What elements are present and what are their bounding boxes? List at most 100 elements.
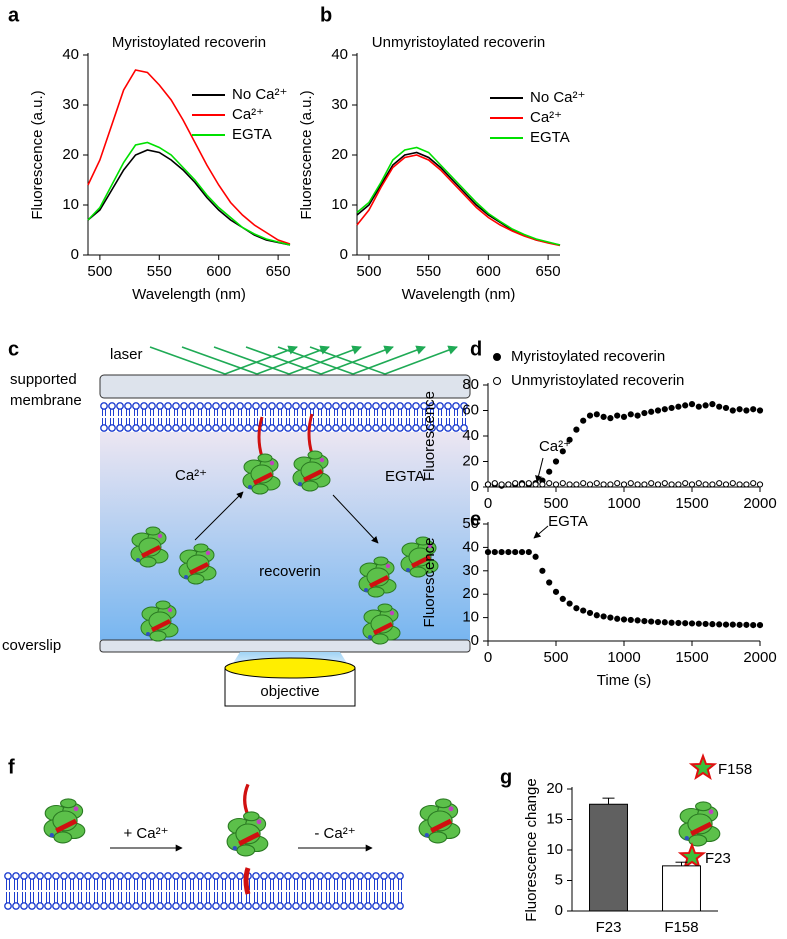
lipid-head xyxy=(60,872,68,880)
bar xyxy=(662,865,701,912)
lipid-tail xyxy=(398,879,402,890)
data-point xyxy=(614,412,621,419)
lipid-tail xyxy=(366,409,370,416)
lipid-tail xyxy=(254,409,258,416)
lipid-head xyxy=(428,402,436,410)
lipid-head xyxy=(340,872,348,880)
spectrum-line xyxy=(87,141,291,246)
lipid-head xyxy=(20,902,28,910)
lipid-head xyxy=(348,402,356,410)
lipid-tail xyxy=(94,879,98,890)
helix xyxy=(187,573,205,585)
lipid-head xyxy=(380,424,388,432)
lipid-tail xyxy=(166,418,170,425)
helix xyxy=(145,526,161,536)
y-tick-label: 30 xyxy=(462,562,479,579)
lipid-head xyxy=(204,424,212,432)
lipid-head xyxy=(92,902,100,910)
lipid-tail xyxy=(110,409,114,416)
lipid-head xyxy=(428,424,436,432)
lipid-head xyxy=(300,402,308,410)
lipid-tail xyxy=(422,418,426,425)
lipid-tail xyxy=(86,879,90,890)
data-point xyxy=(654,481,662,488)
lipid-head xyxy=(324,402,332,410)
lipid-tail xyxy=(142,409,146,416)
data-point xyxy=(607,415,614,422)
x-tick-label: 600 xyxy=(476,263,501,280)
lipid-head xyxy=(276,424,284,432)
lipid-tail xyxy=(270,879,274,890)
helix xyxy=(415,536,431,546)
lipid-tail xyxy=(302,418,306,425)
panel-label: b xyxy=(320,4,332,26)
lipid-tail xyxy=(358,409,362,416)
lipid-tail xyxy=(446,409,450,416)
lipid-head xyxy=(372,872,380,880)
lipid-tail xyxy=(102,418,106,425)
lipid-tail xyxy=(414,409,418,416)
lipid-head xyxy=(188,424,196,432)
lipid-tail xyxy=(14,879,18,890)
lipid-tail xyxy=(430,418,434,425)
lipid-tail xyxy=(62,879,66,890)
data-point xyxy=(709,481,716,488)
data-point xyxy=(736,481,743,488)
lipid-tail xyxy=(110,418,114,425)
x-tick-label: F23 xyxy=(596,919,622,936)
laser-beam xyxy=(245,346,322,375)
lipid-tail xyxy=(334,409,338,416)
y-tick-label: 30 xyxy=(62,96,79,113)
data-point xyxy=(756,407,764,414)
lipid-head xyxy=(132,402,140,410)
data-point xyxy=(593,480,600,487)
diagram-label: objective xyxy=(260,683,319,700)
lipid-tail xyxy=(278,892,282,903)
data-point xyxy=(654,407,662,414)
lipid-head xyxy=(52,872,60,880)
lipid-head xyxy=(228,402,236,410)
protein xyxy=(292,413,331,492)
data-point xyxy=(566,436,573,443)
lipid-tail xyxy=(366,879,370,890)
lipid-head xyxy=(420,424,428,432)
lipid-head xyxy=(36,872,44,880)
lipid-tail xyxy=(238,879,242,890)
ion xyxy=(146,632,150,636)
data-point xyxy=(525,480,532,487)
lipid-head xyxy=(348,872,356,880)
lipid-tail xyxy=(166,892,170,903)
lipid-head xyxy=(300,424,308,432)
helix xyxy=(257,453,273,463)
lipid-tail xyxy=(462,418,466,425)
data-point xyxy=(580,417,587,424)
lipid-tail xyxy=(174,879,178,890)
lipid-head xyxy=(36,902,44,910)
ion xyxy=(319,457,325,463)
data-point xyxy=(688,401,696,408)
y-tick-label: 40 xyxy=(62,46,79,63)
data-point xyxy=(512,480,519,487)
data-point xyxy=(573,481,580,488)
helix-red xyxy=(303,469,323,482)
x-tick-label: 500 xyxy=(87,263,112,280)
lipid-tail xyxy=(222,892,226,903)
lipid-head xyxy=(388,872,396,880)
lipid-tail xyxy=(230,892,234,903)
ion xyxy=(298,482,302,486)
y-tick-label: 60 xyxy=(462,401,479,418)
lipid-head xyxy=(244,402,252,410)
lipid-tail xyxy=(158,418,162,425)
y-tick-label: 20 xyxy=(462,585,479,602)
data-point xyxy=(620,413,628,420)
ion xyxy=(424,833,429,838)
spectrum-line xyxy=(87,149,291,246)
lipid-head xyxy=(116,424,124,432)
data-point xyxy=(688,620,696,627)
helix xyxy=(301,480,319,492)
laser-beam xyxy=(224,345,298,375)
data-point xyxy=(722,621,730,628)
lipid-tail xyxy=(230,879,234,890)
x-tick-label: 650 xyxy=(266,263,291,280)
lipid-tail xyxy=(390,892,394,903)
